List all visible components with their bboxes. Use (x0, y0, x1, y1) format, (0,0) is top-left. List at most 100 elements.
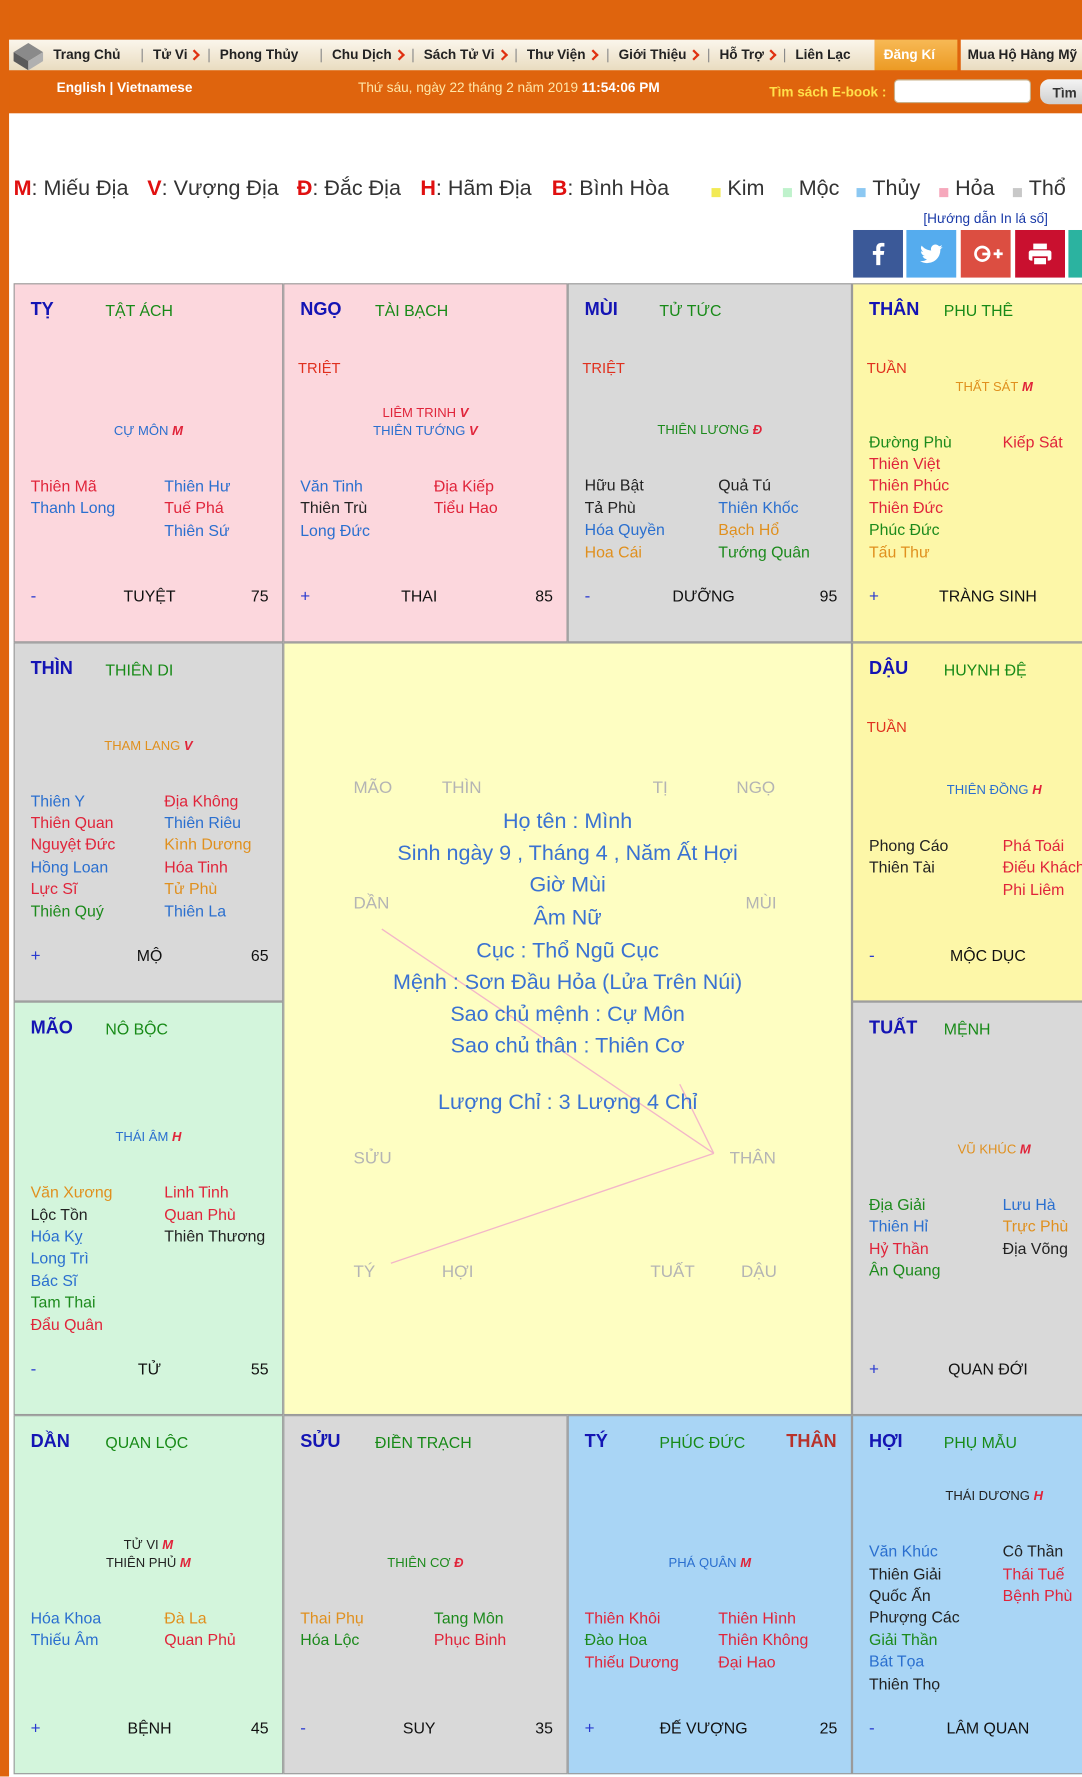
main-star: LIÊM TRINH V (284, 407, 566, 421)
star: Long Đức (300, 520, 370, 540)
facebook-button[interactable] (853, 229, 903, 278)
palace-number: 35 (535, 1718, 553, 1737)
search-button-bg[interactable] (1040, 79, 1082, 105)
palace-branch: DẬU (868, 659, 909, 679)
star: Tấu Thư (868, 542, 930, 561)
star: Thiên Tài (868, 858, 935, 877)
palace-sign: + (868, 1359, 879, 1379)
search-input[interactable] (893, 79, 1032, 104)
palace-branch: TÝ (584, 1432, 608, 1452)
palace-cell: TỴ TẬT ÁCH CỰ MÔN M Thiên Mã Thanh Long Thiên… (13, 283, 284, 643)
palace-sign: + (584, 1718, 595, 1738)
palace-cell: MÃO NÔ BỘC THÁI ÂM H Văn Xương Lộc Tồn Hóa Kỵ… (13, 1001, 284, 1416)
nav-item[interactable]: Tử Vi (152, 46, 188, 63)
time: 11:54:06 PM (581, 79, 660, 96)
palace-name: ĐIỀN TRẠCH (375, 1433, 472, 1452)
star: Tam Thai (30, 1292, 96, 1312)
palace-sign: + (868, 586, 879, 607)
language-links[interactable]: English | Vietnamese (56, 79, 193, 96)
palace-number: 55 (250, 1359, 269, 1378)
star: Thiên Việt (868, 454, 941, 473)
nav-item[interactable]: Trang Chủ (53, 46, 121, 63)
palace-cell: TÝ PHÚC ĐỨC THÂN PHÁ QUÂN M Thiên Khôi Đào Ho… (567, 1415, 853, 1775)
nav-item[interactable]: Hỗ Trợ (719, 46, 764, 63)
grade-key: V (147, 176, 162, 201)
star: Tả Phù (584, 498, 636, 517)
star: Đẩu Quân (30, 1314, 103, 1334)
element-swatch (782, 188, 792, 198)
nav-item[interactable]: Sách Tử Vi (423, 46, 495, 63)
body-marker: THÂN (786, 1432, 837, 1452)
main-star: THIÊN CƠ Đ (284, 1557, 566, 1571)
main-star-grade: H (171, 1130, 182, 1145)
palace-cell: THÌN THIÊN DI THAM LANG V Thiên Y Thiên Quan… (13, 642, 284, 1002)
register-link[interactable]: Đăng Kí (883, 46, 936, 63)
palace-stage: TỬ (137, 1359, 162, 1378)
main-star: THIÊN ĐỒNG H (853, 784, 1082, 798)
star: Đại Hao (718, 1652, 776, 1671)
star: Tử Phù (164, 879, 218, 898)
register-bg[interactable] (874, 39, 958, 71)
center-label: DẬU (740, 1262, 777, 1282)
star: Địa Võng (1002, 1239, 1068, 1258)
center-label: DẦN (353, 893, 390, 914)
chart-info: Sinh ngày 9 , Tháng 4 , Năm Ất Hợi (397, 841, 738, 866)
star: Thiên Riêu (164, 813, 241, 832)
nav-item[interactable]: Liên Lạc (795, 46, 851, 63)
star: Phi Liêm (1002, 880, 1065, 899)
nav-item[interactable]: Chu Dịch (331, 46, 392, 63)
main-star-grade: M (172, 424, 183, 439)
main-star-grade: H (1033, 1490, 1043, 1504)
star: Linh Tinh (164, 1183, 229, 1202)
shop-bg[interactable] (960, 39, 1082, 71)
palace-cell: NGỌ TÀI BẠCH TRIỆT LIÊM TRINH V THIÊN TƯỚNG … (283, 283, 568, 643)
center-label: TÝ (353, 1262, 376, 1282)
grade-legend: V: Vượng Địa (147, 177, 278, 202)
nav-bar (9, 39, 875, 71)
palace-sign: - (30, 586, 37, 607)
center-label: THÌN (441, 778, 482, 798)
search-label: Tìm sách E-book : (769, 83, 887, 100)
search-button[interactable]: Tìm (1052, 84, 1077, 101)
star: Thiên Trù (300, 498, 368, 518)
palace-branch: MÙI (584, 300, 618, 320)
palace-sign: + (300, 586, 311, 607)
main-star-grade: V (469, 424, 478, 439)
palace-stage: BỆNH (127, 1718, 172, 1737)
main-star-name: LIÊM TRINH (382, 406, 457, 421)
palace-branch: THÌN (30, 659, 73, 679)
palace-branch: THÂN (868, 300, 920, 320)
main-star-grade: V (459, 406, 469, 421)
palace-sign: - (868, 1718, 875, 1738)
google-plus-button[interactable] (960, 229, 1011, 278)
left-strip (0, 0, 10, 1777)
twitter-button[interactable] (906, 229, 957, 278)
nav-item[interactable]: Thư Viện (526, 46, 586, 63)
palace-number: 85 (535, 586, 553, 606)
palace-branch: SỬU (300, 1432, 341, 1452)
share-button[interactable] (1068, 229, 1082, 278)
palace-sign: - (868, 946, 875, 966)
main-star-name: THẤT SÁT (955, 380, 1019, 394)
grade-key: Đ (296, 176, 313, 201)
shop-link[interactable]: Mua Hộ Hàng Mỹ (967, 46, 1078, 63)
print-guide-link[interactable]: [Hướng dẫn In lá số] (923, 210, 1048, 227)
star: Phong Cáo (868, 836, 949, 855)
main-star-name: CỰ MÔN (113, 424, 169, 439)
nav-item[interactable]: Phong Thủy (219, 46, 299, 63)
star: Thiếu Âm (30, 1630, 99, 1649)
palace-stage: LÂM QUAN (946, 1718, 1030, 1737)
print-button[interactable] (1015, 229, 1066, 278)
star: Kiếp Sát (1002, 432, 1063, 451)
nav-item[interactable]: Giới Thiệu (618, 46, 687, 63)
main-star-name: VŨ KHÚC (957, 1143, 1017, 1157)
center-label: HỢI (441, 1262, 474, 1282)
grade-key: B (551, 176, 568, 201)
palace-branch: TUẤT (868, 1018, 918, 1038)
star: Trực Phù (1002, 1217, 1069, 1236)
palace-sign: - (30, 1359, 37, 1379)
main-star-name: PHÁ QUÂN (668, 1556, 737, 1571)
palace-number: 95 (819, 586, 838, 606)
